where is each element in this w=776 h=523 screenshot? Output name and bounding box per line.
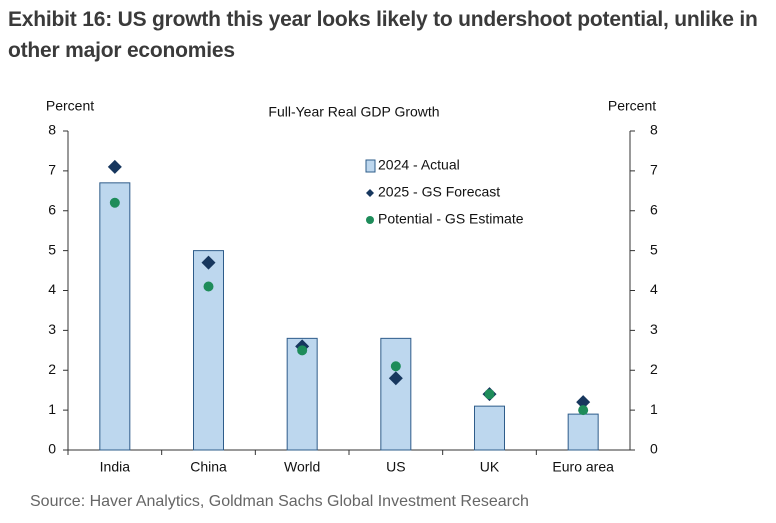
x-tick-label: UK xyxy=(480,459,500,475)
potential-marker xyxy=(203,281,214,292)
potential-marker xyxy=(578,405,589,416)
y-tick-label: 4 xyxy=(48,281,56,297)
x-tick-label: China xyxy=(190,459,227,475)
y-tick-label: 5 xyxy=(48,241,56,257)
legend-label: 2024 - Actual xyxy=(378,157,460,173)
y2-tick-label: 3 xyxy=(650,321,658,337)
legend-label: Potential - GS Estimate xyxy=(378,211,524,227)
legend-label: 2025 - GS Forecast xyxy=(378,184,500,200)
source-note: Source: Haver Analytics, Goldman Sachs G… xyxy=(30,493,529,510)
y2-tick-label: 6 xyxy=(650,201,658,217)
bar xyxy=(99,182,131,451)
y2-tick-label: 4 xyxy=(650,281,658,297)
y-tick-label: 0 xyxy=(48,441,56,457)
legend-swatch xyxy=(366,216,374,224)
forecast-marker xyxy=(201,255,216,270)
y2-tick-label: 5 xyxy=(650,241,658,257)
x-tick-label: Euro area xyxy=(552,459,614,475)
x-tick-label: India xyxy=(100,459,131,475)
y-axis-label: Percent xyxy=(46,98,94,114)
forecast-marker xyxy=(388,371,403,386)
y-tick-label: 7 xyxy=(48,162,56,178)
bar xyxy=(286,337,318,451)
potential-marker xyxy=(390,361,401,372)
y-tick-label: 6 xyxy=(48,201,56,217)
bar xyxy=(567,413,599,451)
legend-swatch xyxy=(365,159,376,173)
potential-marker xyxy=(297,345,308,356)
x-tick-label: US xyxy=(386,459,405,475)
y2-tick-label: 0 xyxy=(650,441,658,457)
y-tick-label: 3 xyxy=(48,321,56,337)
y2-axis-label: Percent xyxy=(608,98,656,114)
bar xyxy=(193,250,224,451)
chart: Full-Year Real GDP Growth Percent Percen… xyxy=(46,98,658,475)
potential-marker xyxy=(484,389,495,400)
y-tick-label: 1 xyxy=(48,401,56,417)
y2-tick-label: 8 xyxy=(650,122,658,138)
potential-marker xyxy=(109,197,120,208)
y2-tick-label: 1 xyxy=(650,401,658,417)
x-tick-label: World xyxy=(284,459,320,475)
forecast-marker xyxy=(576,395,591,410)
y-tick-label: 8 xyxy=(48,122,56,138)
y-tick-label: 2 xyxy=(48,361,56,377)
bar xyxy=(380,337,412,451)
bar xyxy=(474,405,505,451)
y2-tick-label: 2 xyxy=(650,361,658,377)
chart-title: Exhibit 16: US growth this year looks li… xyxy=(8,8,758,62)
y2-tick-label: 7 xyxy=(650,162,658,178)
legend-swatch xyxy=(366,189,374,197)
chart-subtitle: Full-Year Real GDP Growth xyxy=(268,104,439,120)
forecast-marker xyxy=(107,159,122,174)
